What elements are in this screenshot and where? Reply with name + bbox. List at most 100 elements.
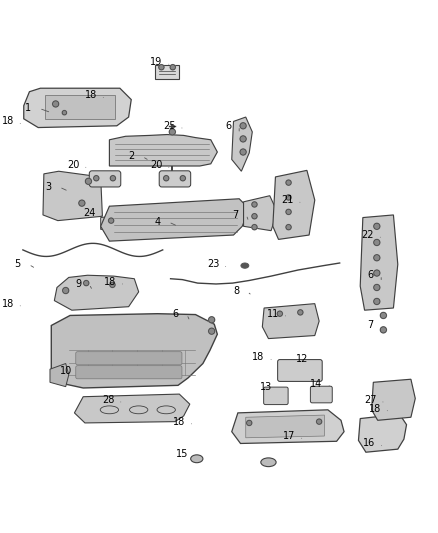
Text: 17: 17: [283, 431, 295, 441]
Text: 8: 8: [233, 286, 239, 296]
Polygon shape: [51, 314, 217, 388]
Text: 19: 19: [150, 57, 162, 67]
Circle shape: [84, 280, 89, 286]
Circle shape: [277, 311, 283, 316]
Text: 10: 10: [60, 366, 72, 376]
Polygon shape: [24, 88, 131, 127]
Polygon shape: [45, 95, 115, 119]
Circle shape: [109, 218, 114, 223]
Circle shape: [110, 282, 115, 287]
Text: 14: 14: [311, 378, 323, 389]
Text: 28: 28: [102, 395, 114, 405]
Circle shape: [252, 202, 257, 207]
Circle shape: [252, 214, 257, 219]
Polygon shape: [246, 415, 325, 438]
Text: 1: 1: [25, 103, 31, 114]
Text: 25: 25: [163, 121, 176, 131]
Circle shape: [94, 175, 99, 181]
Text: 15: 15: [176, 449, 189, 458]
Circle shape: [252, 224, 257, 230]
Circle shape: [63, 287, 69, 294]
Text: 7: 7: [232, 209, 238, 220]
Circle shape: [159, 64, 164, 70]
Text: 21: 21: [281, 195, 293, 205]
Text: 18: 18: [1, 298, 14, 309]
Ellipse shape: [191, 455, 203, 463]
Circle shape: [374, 239, 380, 246]
Polygon shape: [101, 215, 126, 231]
Text: 7: 7: [367, 320, 374, 330]
Circle shape: [208, 317, 215, 323]
Circle shape: [53, 101, 59, 107]
Circle shape: [286, 224, 291, 230]
Polygon shape: [232, 410, 344, 443]
FancyBboxPatch shape: [311, 386, 332, 403]
Polygon shape: [371, 379, 415, 421]
Text: 11: 11: [267, 309, 279, 319]
Text: 6: 6: [367, 270, 373, 280]
Text: 20: 20: [150, 160, 162, 170]
Text: 6: 6: [173, 309, 179, 319]
Text: 12: 12: [296, 354, 308, 364]
Circle shape: [85, 178, 92, 184]
Text: 3: 3: [45, 182, 51, 192]
Circle shape: [208, 328, 215, 334]
Circle shape: [286, 209, 291, 214]
Polygon shape: [360, 215, 398, 310]
Circle shape: [79, 200, 85, 206]
Polygon shape: [155, 64, 179, 79]
Polygon shape: [262, 304, 319, 338]
Polygon shape: [358, 414, 406, 452]
Circle shape: [380, 312, 386, 319]
Text: 18: 18: [104, 277, 116, 287]
Text: 13: 13: [260, 382, 272, 392]
Polygon shape: [232, 117, 252, 171]
Text: 20: 20: [67, 160, 79, 170]
Text: 23: 23: [207, 260, 219, 269]
FancyBboxPatch shape: [76, 366, 182, 379]
Text: 22: 22: [361, 230, 374, 240]
Polygon shape: [101, 199, 249, 241]
Circle shape: [298, 310, 303, 315]
Circle shape: [180, 175, 185, 181]
Circle shape: [240, 149, 246, 155]
Polygon shape: [110, 134, 217, 166]
FancyBboxPatch shape: [159, 171, 191, 187]
Circle shape: [110, 175, 116, 181]
Circle shape: [286, 180, 291, 185]
Text: 24: 24: [83, 208, 95, 218]
Text: 5: 5: [14, 260, 21, 269]
FancyBboxPatch shape: [264, 387, 288, 405]
Circle shape: [247, 421, 252, 425]
Text: 4: 4: [155, 217, 161, 227]
Circle shape: [240, 123, 246, 129]
Circle shape: [169, 129, 175, 135]
Polygon shape: [273, 171, 315, 239]
Circle shape: [170, 64, 175, 70]
Polygon shape: [244, 196, 277, 231]
Text: 18: 18: [173, 417, 185, 426]
Circle shape: [240, 136, 246, 142]
Text: 9: 9: [75, 279, 81, 289]
Circle shape: [374, 298, 380, 304]
FancyBboxPatch shape: [76, 352, 182, 365]
Polygon shape: [74, 394, 190, 423]
Text: 18: 18: [252, 352, 265, 362]
Polygon shape: [54, 275, 139, 310]
Circle shape: [374, 223, 380, 229]
Text: 6: 6: [225, 121, 231, 131]
Ellipse shape: [241, 263, 249, 268]
Circle shape: [317, 419, 322, 424]
Text: 16: 16: [363, 439, 375, 448]
FancyBboxPatch shape: [89, 171, 121, 187]
Circle shape: [286, 195, 291, 200]
FancyBboxPatch shape: [278, 360, 322, 382]
Polygon shape: [43, 171, 102, 221]
Polygon shape: [50, 364, 69, 386]
Circle shape: [374, 255, 380, 261]
Circle shape: [374, 270, 380, 276]
Circle shape: [380, 327, 386, 333]
Text: 18: 18: [85, 90, 97, 100]
Ellipse shape: [261, 458, 276, 466]
Text: 2: 2: [128, 151, 134, 161]
